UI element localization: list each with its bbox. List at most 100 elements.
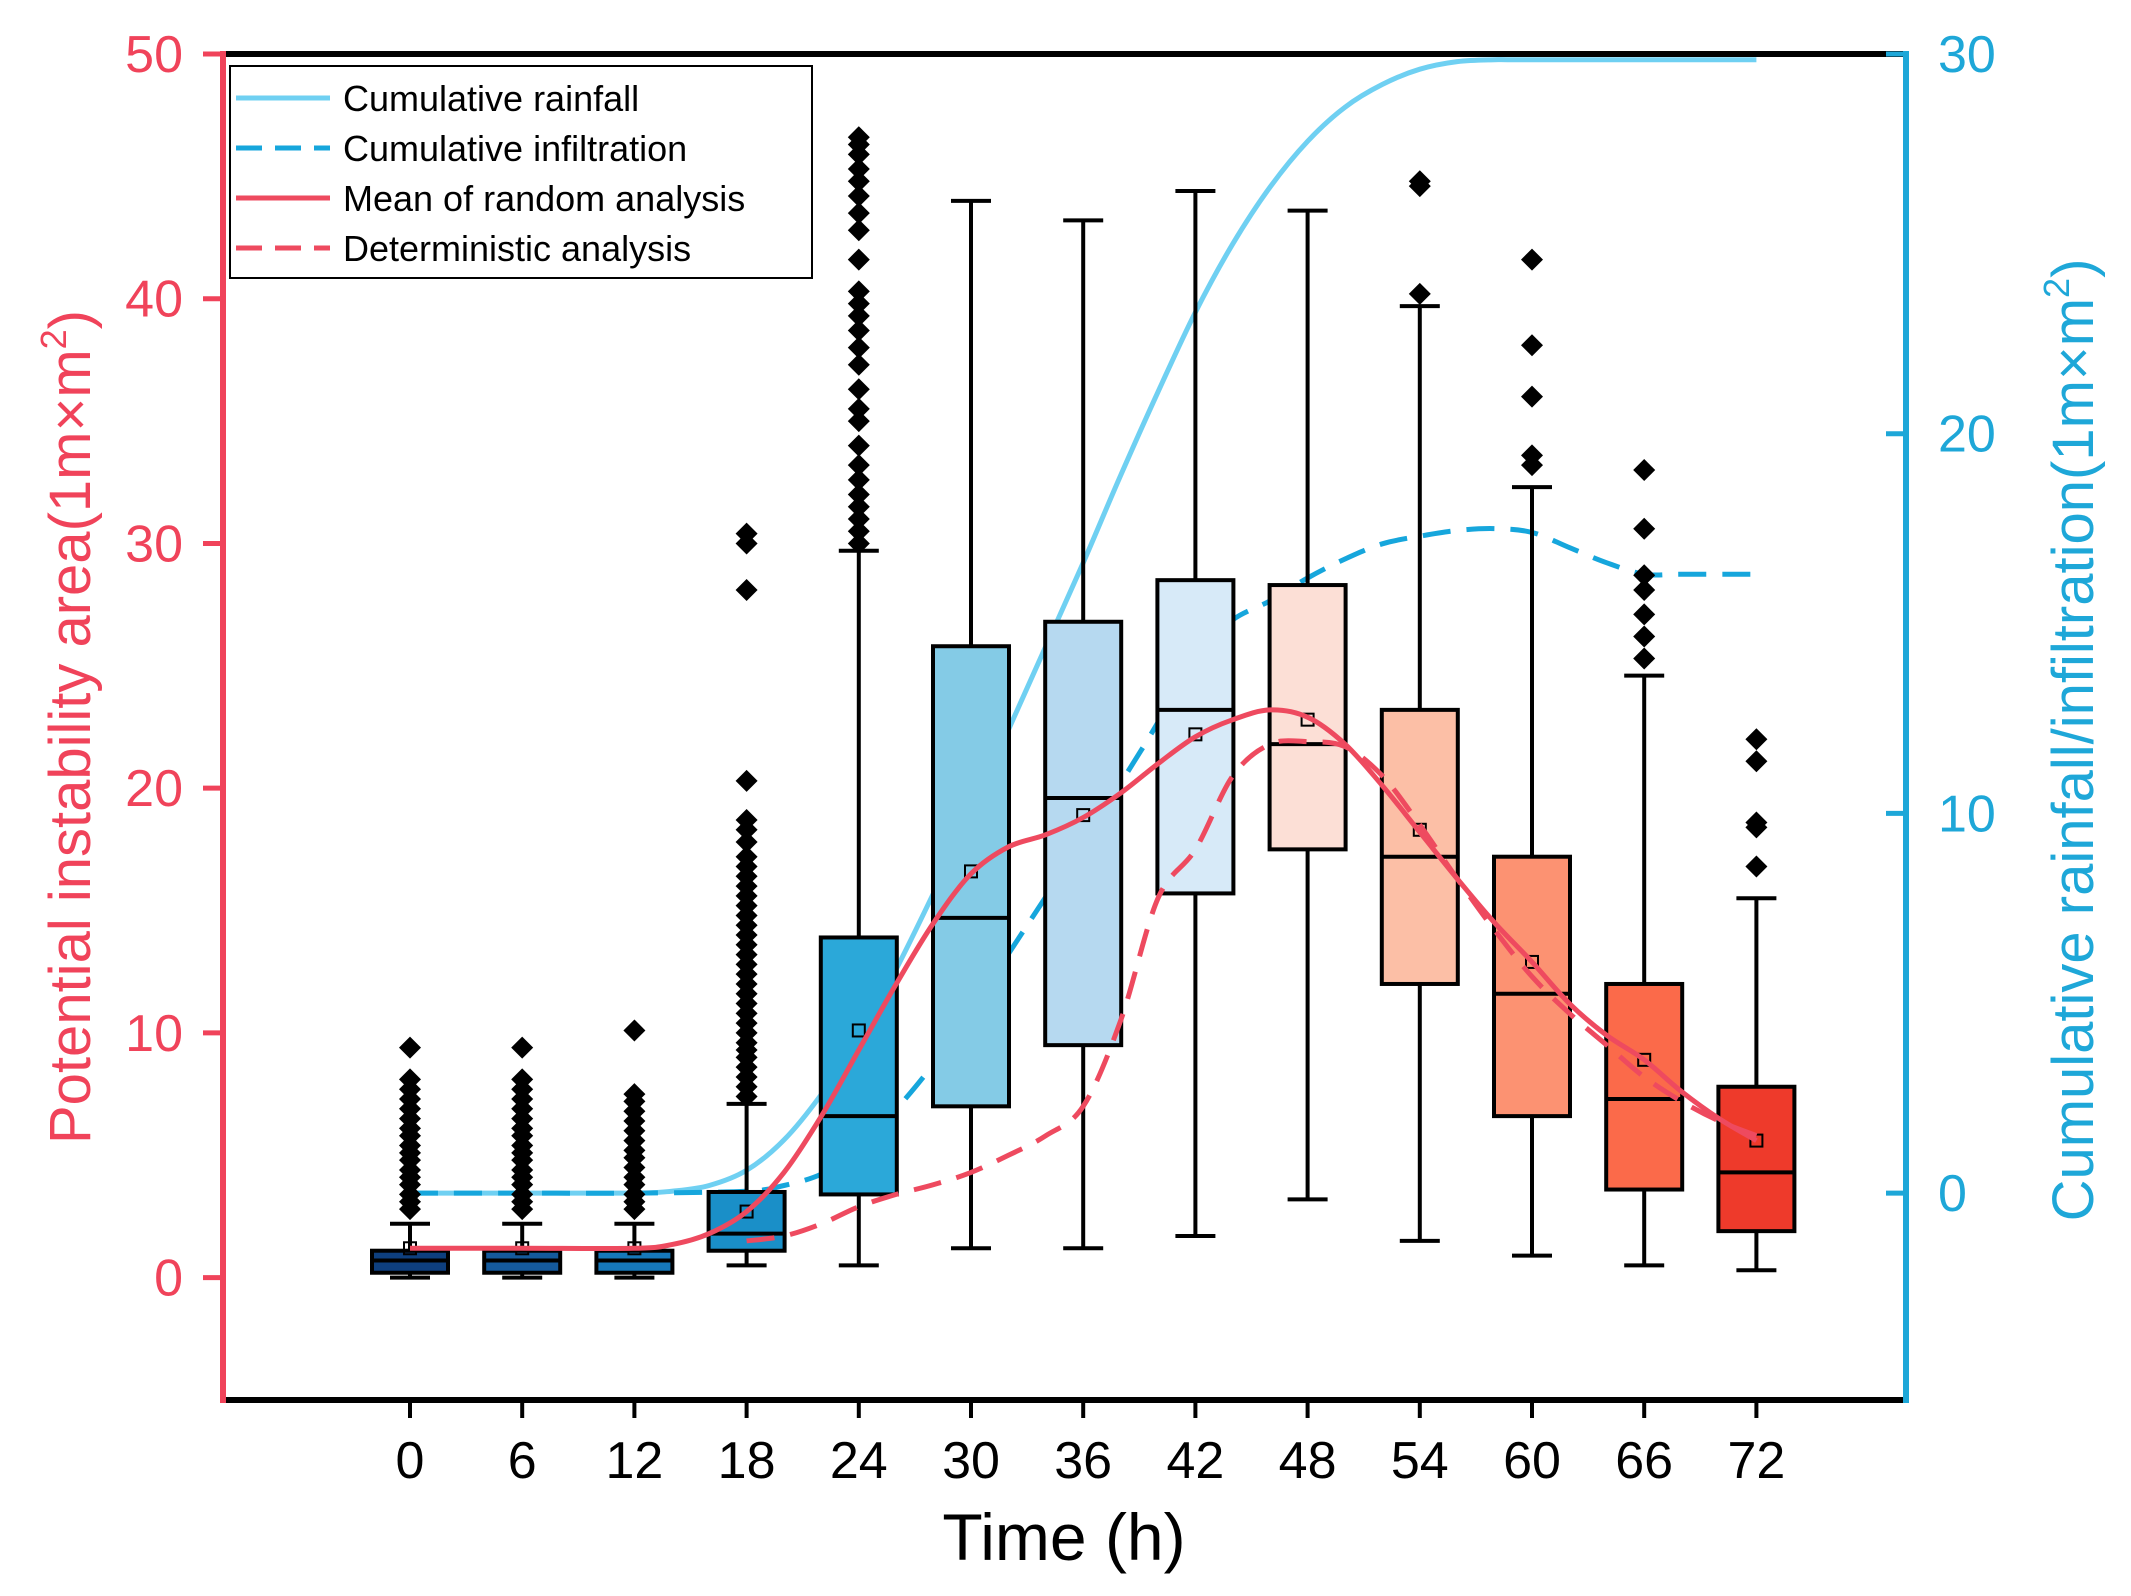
outlier-point	[847, 336, 870, 359]
outlier-point	[735, 769, 758, 792]
outlier-point	[847, 507, 870, 530]
box-mean-marker	[739, 1204, 754, 1219]
outlier-point	[847, 353, 870, 376]
outlier-point	[511, 1068, 534, 1091]
outlier-point	[735, 831, 758, 854]
x-tick-label: 0	[396, 1432, 425, 1490]
x-tick-label: 24	[830, 1432, 888, 1490]
box-t72	[1716, 728, 1797, 1273]
outlier-point	[847, 304, 870, 327]
outlier-point	[1633, 625, 1656, 648]
x-tick-label: 6	[508, 1432, 537, 1490]
legend-box	[229, 65, 813, 279]
outlier-point	[511, 1036, 534, 1059]
legend-label-infiltration: Cumulative infiltration	[343, 128, 687, 169]
box-mean-marker	[1637, 1052, 1652, 1067]
outlier-point	[735, 522, 758, 545]
y-left-tick-label: 30	[125, 515, 183, 573]
outlier-point	[847, 468, 870, 491]
box-t54	[1379, 170, 1460, 1243]
y-axis-title-left-sup: 2	[33, 329, 74, 349]
box-iqr	[1492, 854, 1572, 1119]
box-t6	[482, 1036, 563, 1280]
box-t24	[818, 126, 899, 1268]
box-t12	[594, 1019, 675, 1280]
outlier-point	[847, 248, 870, 271]
outlier-point	[1633, 517, 1656, 540]
outlier-point	[1521, 385, 1543, 408]
box-t18	[706, 522, 787, 1268]
box-iqr	[1604, 981, 1685, 1192]
x-tick-label: 12	[605, 1432, 663, 1490]
box-mean-marker	[851, 1023, 866, 1038]
outlier-point	[1745, 750, 1768, 773]
y-right-tick-label: 0	[1938, 1165, 1967, 1223]
x-tick-label: 42	[1166, 1432, 1224, 1490]
x-axis-title: Time (h)	[942, 1500, 1185, 1574]
legend-label-deterministic: Deterministic analysis	[343, 228, 691, 269]
outlier-point	[847, 434, 870, 457]
y-right-tick-label: 10	[1938, 785, 1996, 843]
x-tick-label: 36	[1054, 1432, 1112, 1490]
x-tick-label: 72	[1727, 1432, 1785, 1490]
x-tick-label: 18	[718, 1432, 776, 1490]
outlier-point	[735, 808, 758, 831]
box-t60	[1492, 248, 1572, 1258]
x-tick-label: 60	[1503, 1432, 1561, 1490]
outlier-point	[1633, 578, 1656, 601]
outlier-point	[847, 520, 870, 543]
y-axis-title-left-main: Potential instability area(1m×m	[38, 349, 103, 1144]
outlier-point	[399, 1068, 421, 1091]
x-tick-label: 30	[942, 1432, 1000, 1490]
outlier-point	[1408, 170, 1431, 193]
legend: Cumulative rainfall Cumulative infiltrat…	[229, 65, 813, 279]
series-mean-random-analysis	[410, 707, 1758, 1252]
y-axis-title-left-close: )	[38, 310, 103, 329]
y-right-tick-label: 20	[1938, 406, 1996, 464]
outlier-point	[1521, 444, 1543, 467]
outlier-point	[847, 319, 870, 342]
outlier-point	[1745, 728, 1768, 751]
outlier-point	[1633, 603, 1656, 626]
outlier-point	[847, 126, 870, 149]
y-axis-title-right-close: )	[2041, 259, 2106, 278]
box-t66	[1604, 459, 1685, 1268]
outlier-point	[847, 170, 870, 193]
outlier-point	[847, 532, 870, 555]
outlier-point	[623, 1083, 646, 1106]
outlier-point	[847, 280, 870, 303]
outlier-point	[847, 219, 870, 242]
box-iqr	[1043, 619, 1124, 1048]
outlier-point	[399, 1036, 421, 1059]
y-axis-title-right-sup: 2	[2036, 278, 2077, 298]
y-left-tick-label: 0	[154, 1250, 183, 1308]
series-deterministic-analysis	[746, 738, 1758, 1244]
legend-label-rainfall: Cumulative rainfall	[343, 78, 639, 119]
outlier-point	[623, 1019, 646, 1042]
outlier-point	[847, 202, 870, 225]
box-iqr	[1716, 1084, 1797, 1234]
box-iqr	[1379, 707, 1460, 986]
x-tick-label: 54	[1391, 1432, 1449, 1490]
box-iqr	[706, 1189, 787, 1253]
outlier-point	[847, 454, 870, 477]
y-left-tick-label: 10	[125, 1005, 183, 1063]
outlier-point	[1633, 647, 1656, 670]
y-left-tick-label: 40	[125, 271, 183, 329]
y-left-tick-label: 50	[125, 26, 183, 84]
y-right-tick-label: 30	[1938, 26, 1996, 84]
outlier-point	[847, 292, 870, 315]
y-axis-title-right-main: Cumulative rainfall/infiltration(1m×m	[2041, 298, 2106, 1222]
plot-frame	[220, 51, 1909, 1403]
x-tick-label: 48	[1279, 1432, 1337, 1490]
outlier-point	[847, 184, 870, 207]
outlier-point	[847, 410, 870, 433]
outlier-point	[735, 578, 758, 601]
outlier-point	[735, 845, 758, 868]
y-axis-title-right: Cumulative rainfall/infiltration(1m×m2)	[2036, 259, 2106, 1222]
box-mean-marker	[1525, 954, 1539, 969]
box-t42	[1155, 189, 1236, 1239]
x-tick-label: 66	[1615, 1432, 1673, 1490]
outlier-point	[847, 378, 870, 401]
outlier-point	[1633, 459, 1656, 482]
